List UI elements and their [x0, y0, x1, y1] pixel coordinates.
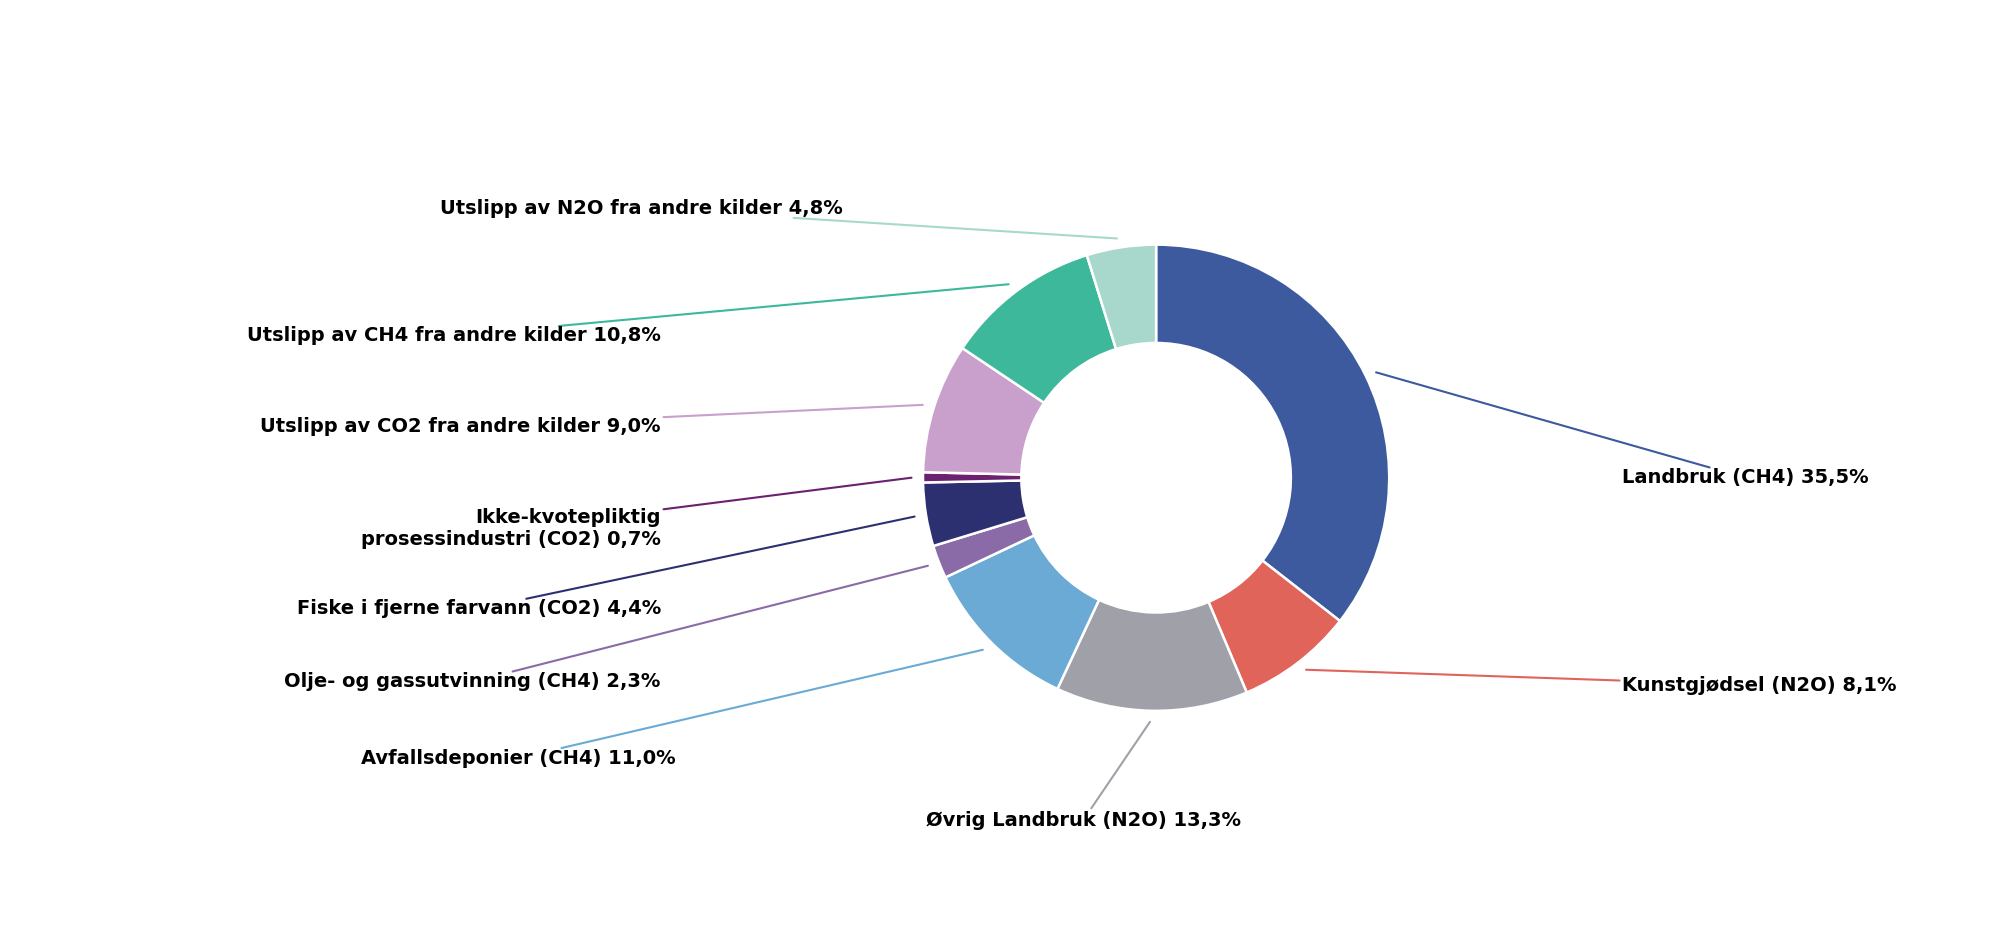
Wedge shape [934, 517, 1034, 577]
Wedge shape [1208, 561, 1340, 692]
Text: Landbruk (CH4) 35,5%: Landbruk (CH4) 35,5% [1376, 373, 1868, 487]
Text: Fiske i fjerne farvann (CO2) 4,4%: Fiske i fjerne farvann (CO2) 4,4% [296, 517, 914, 619]
Text: Utslipp av N2O fra andre kilder 4,8%: Utslipp av N2O fra andre kilder 4,8% [440, 199, 1116, 238]
Text: Utslipp av CO2 fra andre kilder 9,0%: Utslipp av CO2 fra andre kilder 9,0% [260, 405, 922, 436]
Wedge shape [1058, 600, 1246, 710]
Text: Ikke-kvotepliktig
prosessindustri (CO2) 0,7%: Ikke-kvotepliktig prosessindustri (CO2) … [360, 478, 912, 550]
Text: Olje- og gassutvinning (CH4) 2,3%: Olje- og gassutvinning (CH4) 2,3% [284, 566, 928, 692]
Text: Utslipp av CH4 fra andre kilder 10,8%: Utslipp av CH4 fra andre kilder 10,8% [246, 284, 1008, 345]
Text: Øvrig Landbruk (N2O) 13,3%: Øvrig Landbruk (N2O) 13,3% [926, 722, 1240, 830]
Wedge shape [924, 481, 1028, 546]
Wedge shape [1086, 245, 1156, 349]
Wedge shape [924, 348, 1044, 475]
Wedge shape [1156, 245, 1390, 621]
Text: Avfallsdeponier (CH4) 11,0%: Avfallsdeponier (CH4) 11,0% [360, 650, 982, 767]
Wedge shape [962, 255, 1116, 403]
Wedge shape [924, 472, 1022, 482]
Wedge shape [946, 535, 1100, 689]
Text: Kunstgjødsel (N2O) 8,1%: Kunstgjødsel (N2O) 8,1% [1306, 670, 1896, 694]
